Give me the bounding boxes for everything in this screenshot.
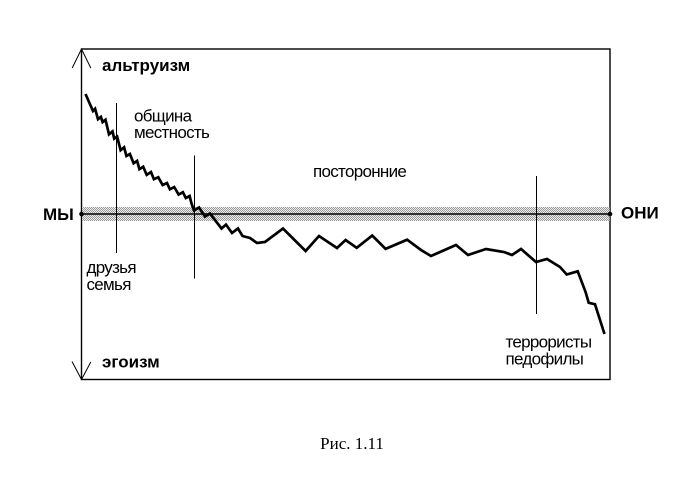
svg-text:семья: семья — [87, 275, 132, 294]
svg-text:Рис. 1.11: Рис. 1.11 — [320, 434, 384, 453]
svg-text:друзья: друзья — [87, 258, 137, 277]
svg-text:местность: местность — [134, 123, 210, 142]
svg-text:эгоизм: эгоизм — [102, 353, 160, 372]
svg-text:ОНИ: ОНИ — [621, 204, 659, 223]
svg-text:МЫ: МЫ — [43, 205, 74, 224]
svg-text:террористы: террористы — [506, 333, 592, 352]
svg-text:альтруизм: альтруизм — [102, 56, 190, 75]
svg-text:педофилы: педофилы — [506, 350, 584, 369]
svg-text:община: община — [134, 107, 193, 126]
svg-text:посторонние: посторонние — [313, 162, 406, 181]
